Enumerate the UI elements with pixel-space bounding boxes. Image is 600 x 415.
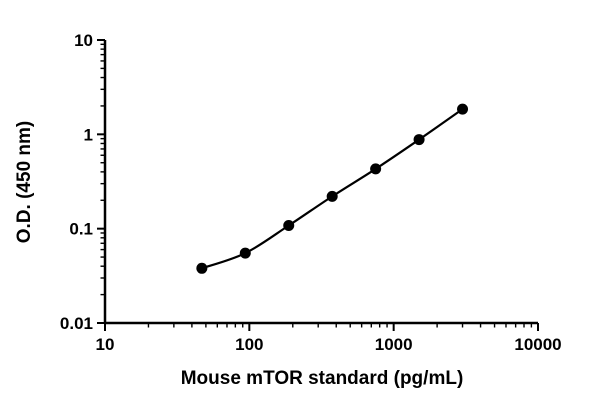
y-tick-label: 1 <box>84 125 93 144</box>
x-axis-label: Mouse mTOR standard (pg/mL) <box>181 368 464 389</box>
x-tick-label: 1000 <box>375 335 413 354</box>
data-point-marker <box>196 262 208 274</box>
data-point-marker <box>326 190 338 202</box>
data-point-marker <box>457 103 469 115</box>
x-tick-label: 100 <box>235 335 263 354</box>
y-axis-label: O.D. (450 nm) <box>14 121 35 243</box>
x-tick-label: 10 <box>96 335 115 354</box>
standard-curve-line <box>201 108 464 270</box>
data-point-marker <box>283 220 295 232</box>
y-tick-label: 0.01 <box>60 314 93 333</box>
data-point-marker <box>413 134 425 146</box>
y-tick-label: 0.1 <box>69 220 93 239</box>
data-point-marker <box>239 247 251 259</box>
plot-area: 10 100 1000 10000 0.01 0.1 1 10 <box>60 31 562 354</box>
data-point-marker <box>370 163 382 175</box>
x-tick-label: 10000 <box>514 335 561 354</box>
y-tick-label: 10 <box>74 31 93 50</box>
